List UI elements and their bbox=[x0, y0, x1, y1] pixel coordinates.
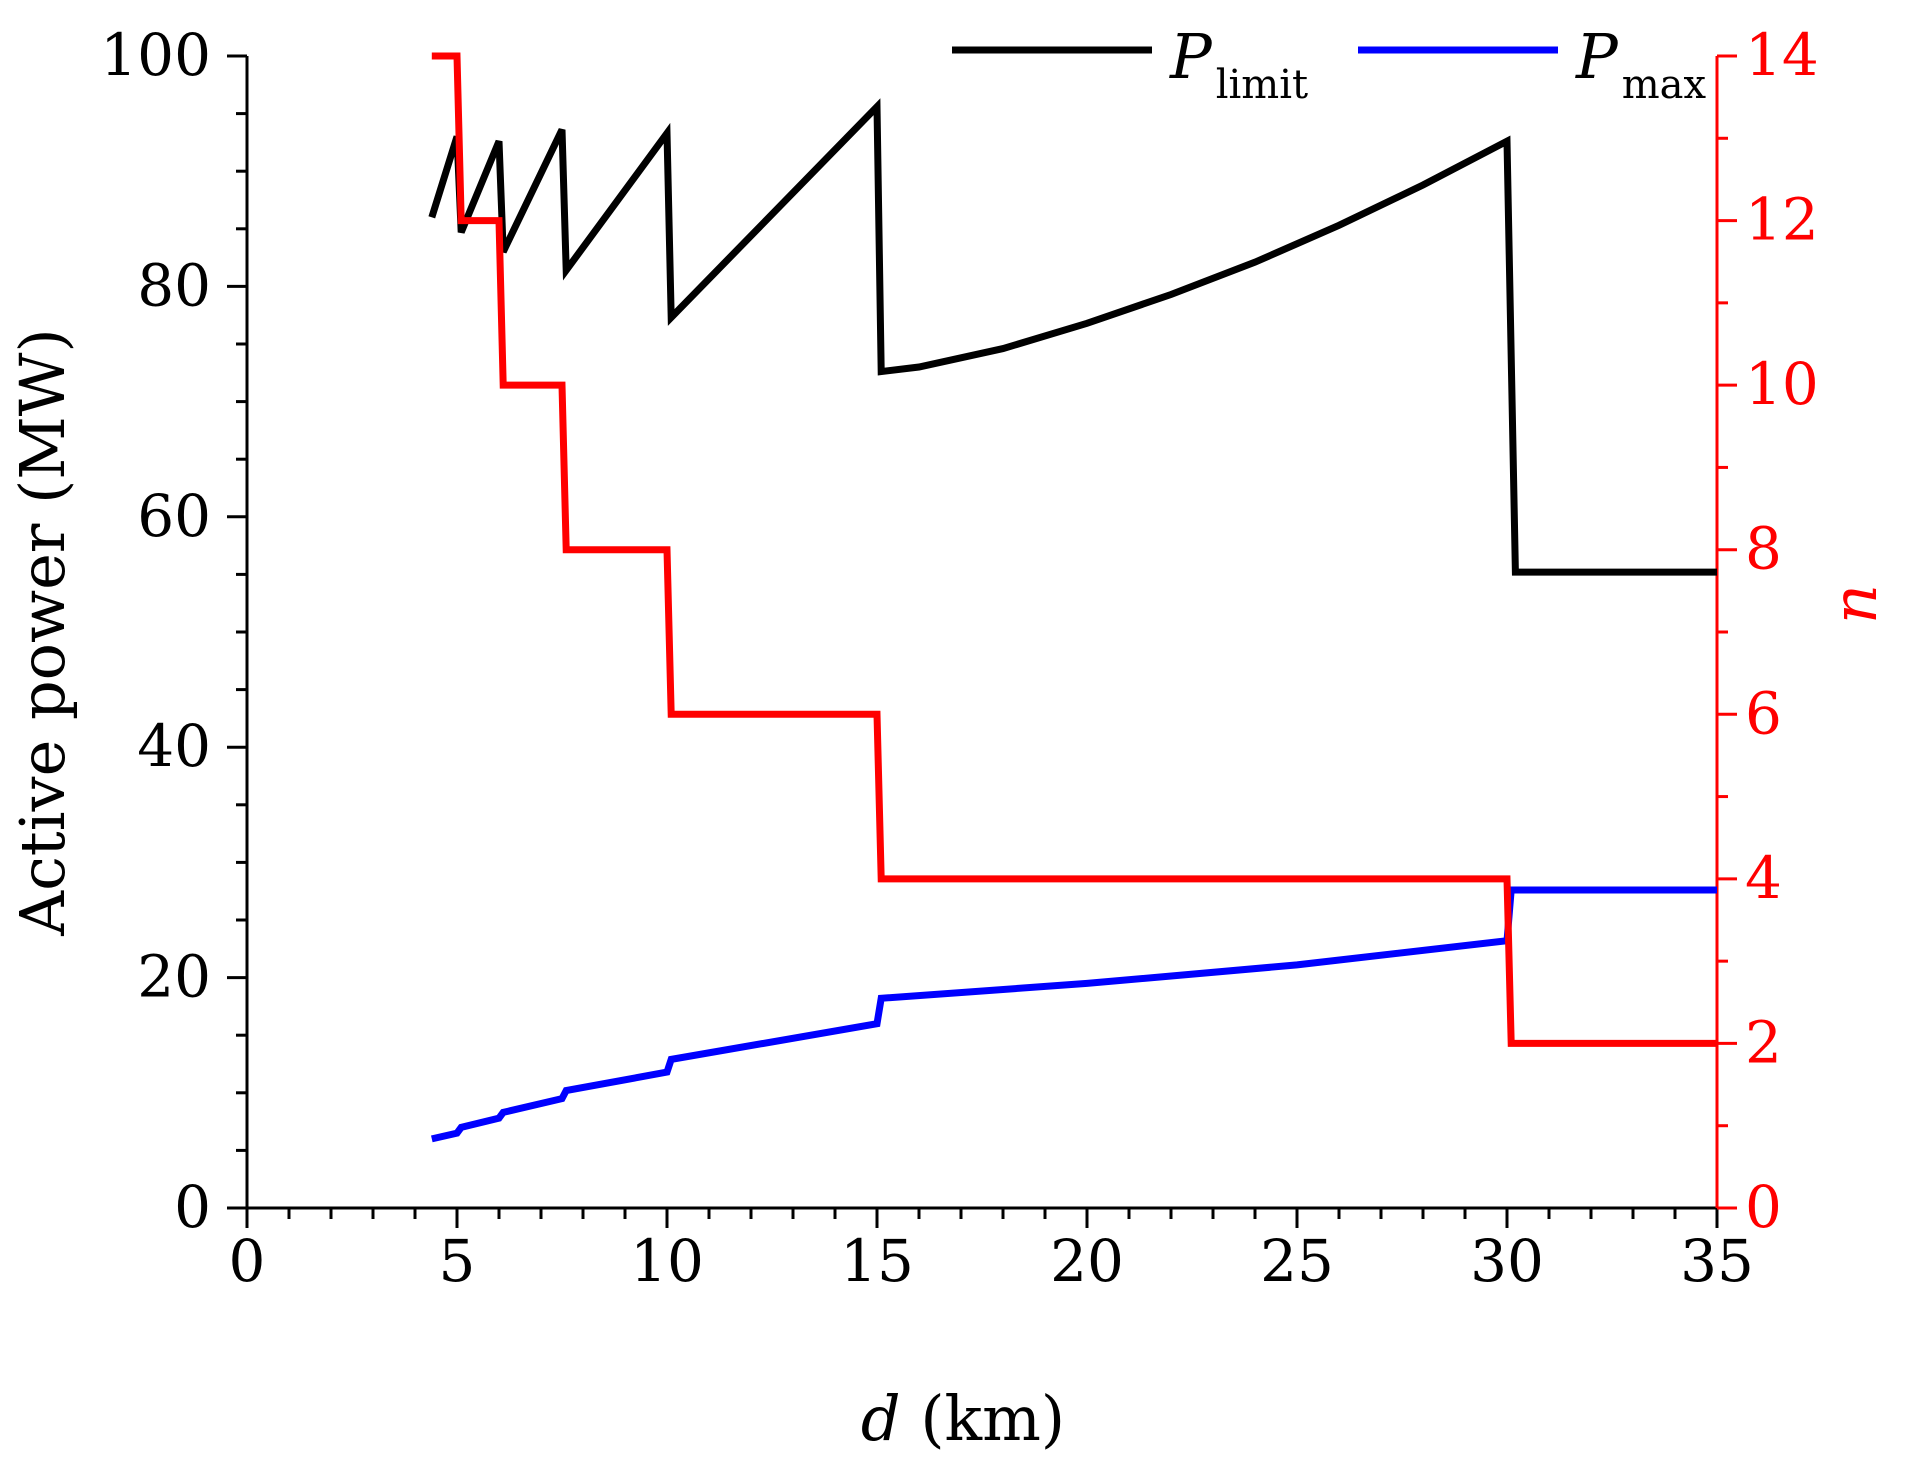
series-line-p-max bbox=[431, 886, 1717, 1143]
y-right-tick-label: 8 bbox=[1745, 515, 1782, 583]
x-tick-label: 30 bbox=[1470, 1227, 1544, 1295]
y-right-tick-label: 0 bbox=[1745, 1173, 1782, 1241]
y-right-axis-label: n bbox=[1818, 584, 1891, 624]
legend-label-sub: limit bbox=[1216, 62, 1308, 108]
y-right-tick-label: 6 bbox=[1745, 679, 1782, 747]
x-tick-label: 35 bbox=[1680, 1227, 1754, 1295]
x-axis-label-variable: d bbox=[861, 1382, 901, 1455]
legend-label-main: P bbox=[1575, 20, 1619, 93]
x-tick-label: 15 bbox=[840, 1227, 914, 1295]
x-tick-label: 0 bbox=[229, 1227, 266, 1295]
series-line-n bbox=[431, 52, 1717, 1047]
legend-label-main: P bbox=[1169, 20, 1213, 93]
y-right-tick-label: 12 bbox=[1745, 186, 1819, 254]
y-left-tick-label: 100 bbox=[100, 21, 211, 89]
x-tick-label: 10 bbox=[630, 1227, 704, 1295]
y-right-tick-label: 2 bbox=[1745, 1008, 1782, 1076]
series-line-p-limit bbox=[428, 98, 1717, 576]
x-tick-label: 20 bbox=[1050, 1227, 1124, 1295]
y-left-tick-label: 0 bbox=[174, 1173, 211, 1241]
y-left-tick-label: 20 bbox=[137, 943, 211, 1011]
y-left-tick-label: 40 bbox=[137, 712, 211, 780]
series-layer bbox=[428, 52, 1717, 1143]
x-axis-label: d (km) bbox=[861, 1382, 1065, 1455]
legend-label-sub: max bbox=[1622, 62, 1707, 108]
y-left-tick-label: 60 bbox=[137, 482, 211, 550]
x-tick-label: 5 bbox=[439, 1227, 476, 1295]
x-axis-label-unit: (km) bbox=[901, 1382, 1065, 1455]
y-right-tick-label: 14 bbox=[1745, 21, 1819, 89]
y-right-tick-label: 4 bbox=[1745, 844, 1782, 912]
y-right-tick-label: 10 bbox=[1745, 350, 1819, 418]
y-left-axis-label: Active power (MW) bbox=[6, 328, 79, 936]
x-tick-label: 25 bbox=[1260, 1227, 1334, 1295]
y-left-tick-label: 80 bbox=[137, 251, 211, 319]
